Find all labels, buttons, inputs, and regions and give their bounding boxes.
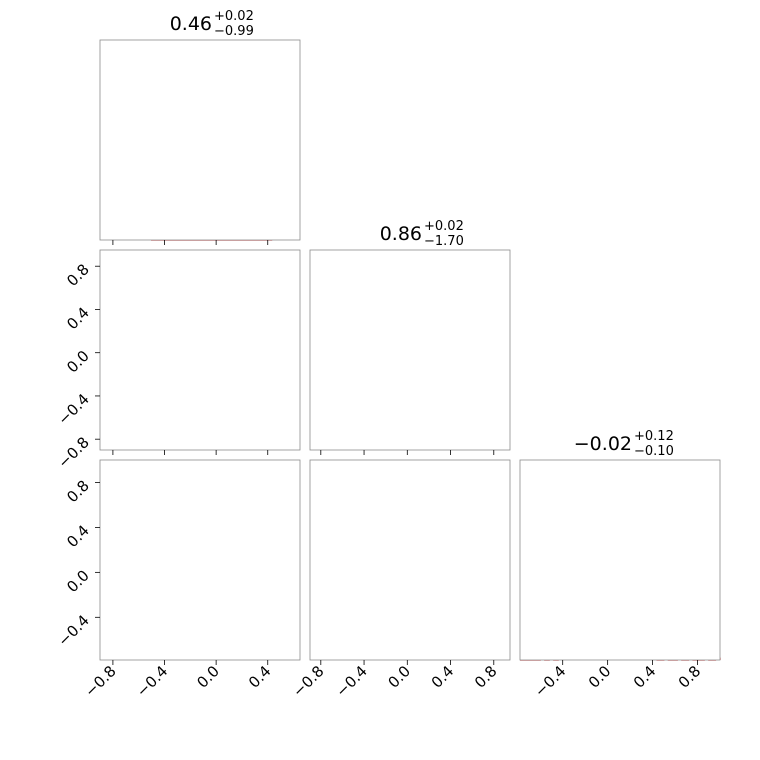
x-tick-label: 0.4 [630,662,660,692]
param-title: −0.02 [574,433,632,455]
y-tick-label: 0.8 [63,477,93,507]
param-title: 0.86 [380,223,422,245]
param-title-upper-error: +0.02 [424,219,464,234]
param-title-lower-error: −1.70 [424,234,464,249]
x-tick-label: −0.8 [289,662,327,700]
y-tick-label: −0.8 [54,433,92,471]
x-tick-label: 0.8 [471,662,501,692]
histogram-panel-0-frame [99,39,301,241]
scatter-panel-2-frame [309,459,511,661]
histogram-panel-2-frame [519,459,721,661]
y-tick-label: 0.8 [63,260,93,290]
x-tick-label: 0.4 [428,662,458,692]
param-title: 0.46 [170,13,212,35]
x-tick-label: −0.4 [531,662,569,700]
scatter-panel-0-frame [99,249,301,451]
y-tick-label: 0.0 [63,347,93,377]
y-tick-label: 0.0 [63,566,93,596]
x-tick-label: 0.0 [385,662,415,692]
param-title-upper-error: +0.12 [634,429,674,444]
x-tick-label: −0.4 [133,662,171,700]
histogram-panel-1-frame [309,249,511,451]
x-tick-label: 0.0 [193,662,223,692]
y-tick-label: 0.4 [63,304,93,334]
param-title-lower-error: −0.99 [214,24,254,39]
x-tick-label: −0.8 [81,662,119,700]
y-tick-label: 0.4 [63,522,93,552]
x-tick-label: −0.4 [332,662,370,700]
param-title-lower-error: −0.10 [634,444,674,459]
scatter-panel-1-frame [99,459,301,661]
y-tick-label: −0.4 [54,390,92,428]
x-tick-label: 0.0 [585,662,615,692]
x-tick-label: 0.8 [675,662,705,692]
y-tick-label: −0.4 [54,611,92,649]
param-title-upper-error: +0.02 [214,9,254,24]
x-tick-label: 0.4 [245,662,275,692]
